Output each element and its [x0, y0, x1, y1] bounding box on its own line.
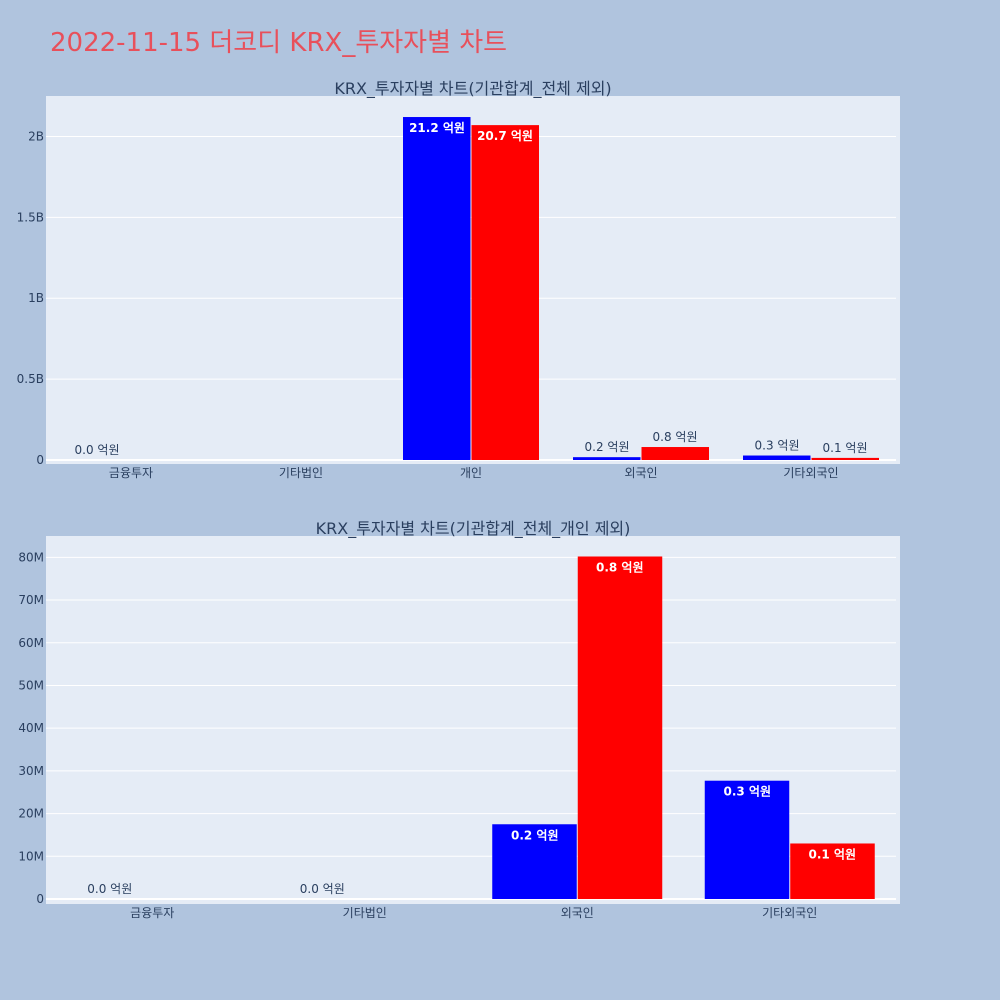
- data-label: 0.0 억원: [75, 443, 120, 457]
- y-tick-label: 50M: [18, 678, 44, 692]
- x-tick-label: 기타외국인: [762, 906, 817, 920]
- bar: [573, 457, 641, 460]
- bar: [811, 457, 879, 460]
- x-tick-label: 외국인: [561, 906, 594, 920]
- bar: [577, 556, 663, 899]
- chart-1: 0 0.5B 1B 1.5B 2B KRX_투자자별 차트(기관합계_전체 제외) 금융투자…: [17, 79, 900, 480]
- chart-2: 0 10M 20M 30M 40M 50M 60M 70M 80M KRX_투자자별 차트(기관합…: [18, 519, 900, 920]
- data-label: 0.0 억원: [300, 882, 345, 896]
- y-tick-label: 0: [36, 892, 44, 906]
- bar: [403, 117, 471, 460]
- y-tick-label: 70M: [18, 593, 44, 607]
- y-tick-label: 1B: [28, 291, 44, 305]
- data-label: 0.8 억원: [596, 560, 644, 574]
- chart-title: KRX_투자자별 차트(기관합계_전체 제외): [334, 79, 611, 99]
- x-tick-label: 기타외국인: [783, 466, 838, 480]
- bar: [492, 824, 577, 899]
- y-tick-label: 0.5B: [17, 372, 44, 386]
- data-label: 0.0 억원: [87, 882, 132, 896]
- x-tick-label: 외국인: [624, 466, 657, 480]
- data-label: 0.3 억원: [755, 439, 800, 453]
- x-tick-label: 개인: [460, 466, 482, 480]
- y-tick-label: 60M: [18, 636, 44, 650]
- y-tick-label: 30M: [18, 764, 44, 778]
- data-label: 0.8 억원: [653, 430, 698, 444]
- bar: [790, 843, 875, 899]
- y-tick-label: 40M: [18, 721, 44, 735]
- data-label: 0.2 억원: [585, 440, 630, 454]
- data-label: 0.1 억원: [808, 847, 856, 861]
- data-label: 20.7 억원: [477, 129, 533, 143]
- bar: [704, 780, 790, 899]
- y-tick-label: 2B: [28, 129, 44, 143]
- page-title: 2022-11-15 더코디 KRX_투자자별 차트: [50, 28, 508, 58]
- data-label: 0.3 억원: [723, 785, 771, 799]
- chart-title: KRX_투자자별 차트(기관합계_전체_개인 제외): [316, 519, 631, 539]
- bar: [641, 447, 709, 460]
- x-tick-label: 기타법인: [279, 466, 323, 480]
- y-tick-label: 20M: [18, 807, 44, 821]
- y-tick-label: 1.5B: [17, 210, 44, 224]
- data-label: 21.2 억원: [409, 121, 465, 135]
- data-label: 0.2 억원: [511, 828, 559, 842]
- y-tick-label: 10M: [18, 849, 44, 863]
- bar: [471, 125, 539, 461]
- x-tick-label: 금융투자: [109, 466, 153, 480]
- y-tick-label: 80M: [18, 550, 44, 564]
- bar: [743, 455, 811, 460]
- y-tick-label: 0: [36, 453, 44, 467]
- x-tick-label: 기타법인: [343, 906, 387, 920]
- data-label: 0.1 억원: [823, 441, 868, 455]
- x-tick-label: 금융투자: [130, 906, 174, 920]
